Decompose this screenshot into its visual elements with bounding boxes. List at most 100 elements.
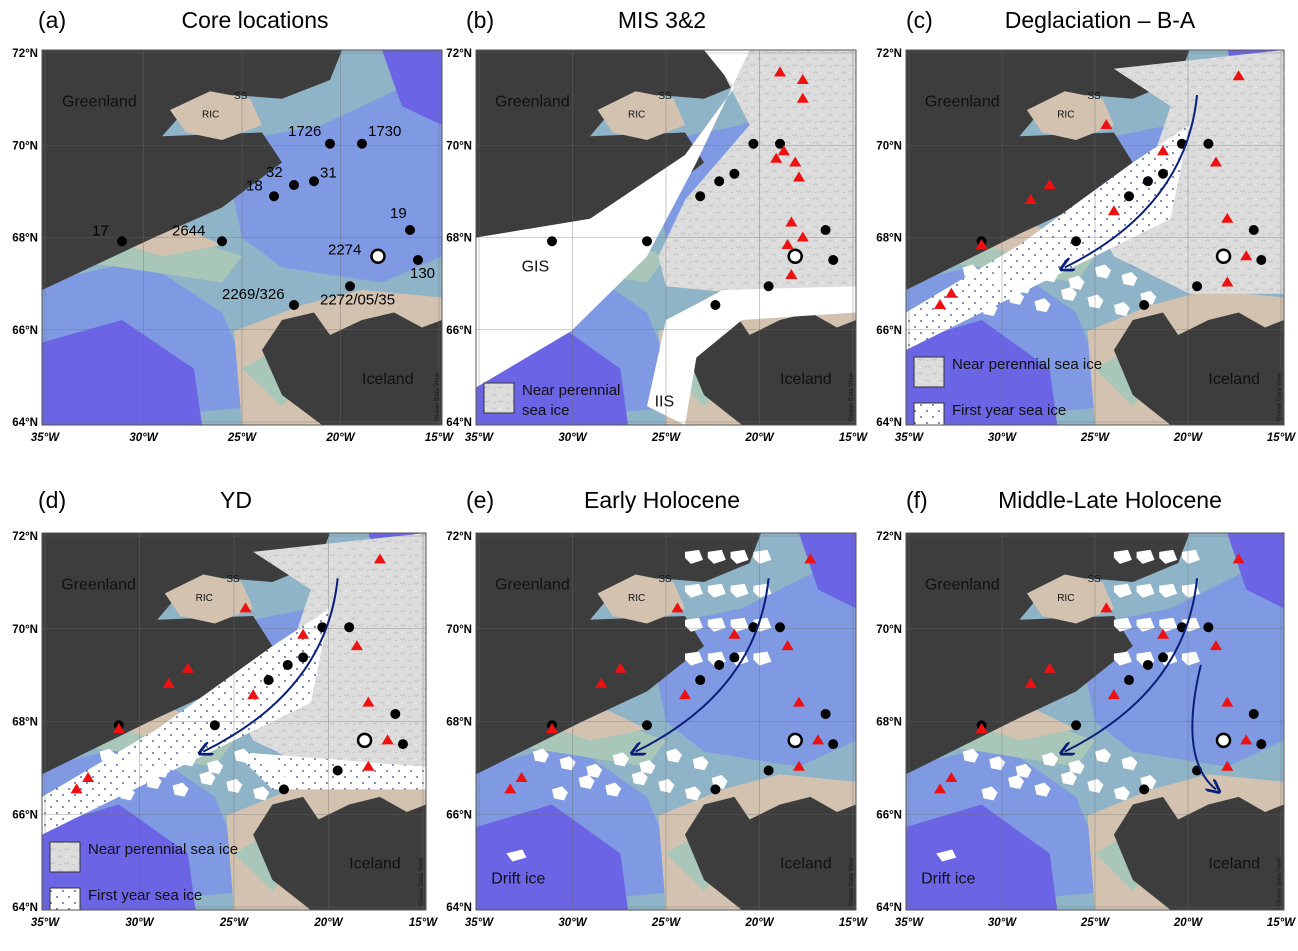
core-label: 2644 [172,222,205,239]
iceland-land [262,312,442,425]
core-site [1158,168,1169,179]
ice-floe [685,549,703,564]
ice-floe [1136,549,1155,564]
lon-tick-label: 25°W [1080,432,1110,444]
ice-floe [1087,294,1104,309]
red-triangle [362,696,375,707]
red-triangle [793,760,805,771]
iceland-land [1113,312,1284,425]
ice-floe [730,583,749,598]
scoresby-sund-fjord [164,574,254,624]
core-site [209,720,220,731]
red-triangle [945,287,958,298]
lat-tick-label: 70°N [876,140,902,152]
scoresby-sund-fjord [1026,574,1114,624]
ice-floe [1113,651,1132,666]
iceland-land [685,796,856,910]
lat-tick-label: 64°N [876,902,902,914]
ice-floe [1095,264,1111,279]
red-triangle [362,760,375,771]
lon-tick-label: 35°W [465,917,494,929]
ice-floe [1113,786,1130,801]
iceland-land [1113,796,1284,910]
red-triangle [781,640,794,651]
legend-label: Near perennial [522,382,620,399]
legend-swatch [913,402,945,425]
place-label: Drift ice [921,871,975,888]
iceland-sea [222,87,442,283]
map-panel-c: (c) Deglaciation – B-A Greenland RIC SS Icela… [876,7,1296,444]
lon-tick-label: 35°W [895,432,924,444]
ice-floe [1113,617,1132,632]
lat-tick-label: 64°N [446,417,472,429]
place-label: Greenland [495,577,570,594]
ice-floe [685,617,703,632]
red-triangle [781,239,794,249]
ice-floe [1034,298,1051,313]
lon-tick-label: 35°W [895,917,924,929]
lat-tick-label: 68°N [12,717,38,729]
ice-floe [1087,778,1104,793]
panel-title: MIS 3&2 [618,7,706,33]
lat-tick-label: 72°N [12,48,38,60]
legend-label: First year sea ice [952,402,1066,419]
ice-floe [1113,583,1132,598]
core-site [775,622,785,633]
lat-tick-label: 72°N [876,531,902,543]
map-frame [475,532,857,911]
ice-floe [707,617,726,632]
lon-tick-label: 30°W [558,432,587,444]
core-site [217,236,227,247]
ice-floe [199,771,216,786]
red-triangle [796,74,809,84]
deepest-basin [906,320,1058,425]
place-label: SS [226,574,240,585]
ice-floe [99,748,116,763]
reference-core-site [356,732,373,749]
reference-core-site [1215,248,1232,264]
watermark: Ocean Data View [1277,372,1283,421]
map-area: Greenland RIC SS Iceland Drift ice Ocean Data… [476,533,856,910]
ice-floe [552,786,568,801]
lon-tick-label: 20°W [744,917,774,929]
red-triangle [1157,145,1170,156]
red-triangle [975,723,988,734]
core-site [1071,720,1082,731]
place-label: Iceland [349,856,401,873]
ice-floe [226,778,243,793]
lat-tick-label: 66°N [12,809,38,821]
red-triangle [1221,696,1234,707]
core-site [344,622,355,633]
scoresby-sund-fjord [597,91,685,140]
ice-floe [1015,763,1032,778]
ice-floe [1159,549,1178,564]
core-site [298,652,309,663]
red-triangle [546,723,558,734]
lon-tick-label: 20°W [1173,432,1203,444]
ice-floe [962,264,979,279]
lon-tick-label: 25°W [219,917,249,929]
red-triangle [515,772,528,783]
lon-tick-label: 15°W [425,432,454,444]
panel-letter: (b) [466,7,494,33]
place-label: Greenland [925,93,1000,110]
perennial-ice-field [658,50,856,294]
ice-floe [172,782,189,797]
ice-floe [666,748,682,763]
core-site [714,176,725,187]
lat-tick-label: 70°N [12,140,38,152]
deepest-basin [42,320,202,425]
lat-tick-label: 70°N [12,624,38,636]
ice-floe [145,775,162,790]
panel-title: Early Holocene [584,487,740,513]
lon-tick-label: 30°W [988,917,1017,929]
core-site [710,784,721,795]
norway-basin [1227,533,1284,609]
ice-floe [962,748,979,763]
ice-floe [1008,290,1025,305]
core-site [397,739,408,750]
core-site [282,659,293,670]
core-site [1142,176,1153,187]
core-site [1139,300,1150,310]
red-triangle [796,231,809,242]
